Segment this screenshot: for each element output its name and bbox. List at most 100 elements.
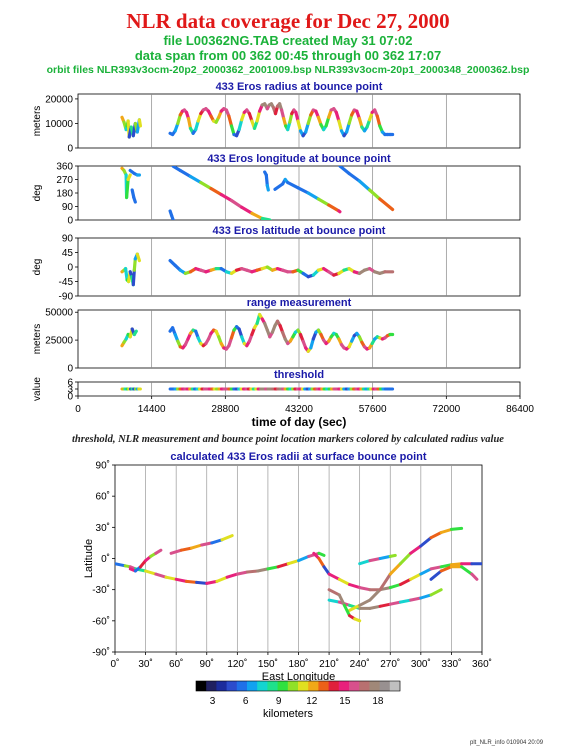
track-series-segment <box>429 565 443 571</box>
track-series-segment <box>419 593 433 600</box>
panel-title: threshold <box>274 369 324 381</box>
data-series-segment <box>137 118 142 128</box>
track-series-segment <box>348 583 362 590</box>
data-series-segment <box>357 179 372 192</box>
y-tick-label: 25000 <box>45 336 73 347</box>
data-series-segment <box>132 195 137 204</box>
track-series-segment <box>327 598 341 604</box>
x-tick-label: 300˚ <box>411 658 431 670</box>
latitude-panel <box>75 237 521 297</box>
x-axis-label: East Longitude <box>262 671 335 683</box>
x-tick-label: 14400 <box>138 404 166 415</box>
track-series-segment <box>439 565 453 573</box>
y-tick-label: 270 <box>56 175 73 186</box>
track-series-segment <box>220 534 234 542</box>
track-series-segment <box>276 562 290 569</box>
y-tick-label: 0 <box>67 216 73 227</box>
colorbar-swatch <box>247 681 258 691</box>
data-series-segment <box>264 173 269 188</box>
y-tick-label: 180 <box>56 189 73 200</box>
data-series-segment <box>237 118 244 132</box>
data-series-segment <box>199 180 213 191</box>
y-tick-label: 0 <box>67 364 73 375</box>
track-series-segment <box>398 598 413 604</box>
x-tick-label: 30˚ <box>138 658 152 670</box>
x-tick-label: 120˚ <box>227 658 247 670</box>
track-series-segment <box>378 602 392 608</box>
orbit-files-info: orbit files NLR393v3ocm-20p2_2000362_200… <box>46 64 530 76</box>
data-series-segment <box>306 191 320 201</box>
y-tick-label: 20000 <box>45 94 73 105</box>
track-series-segment <box>195 580 209 585</box>
y-axis-label: deg <box>32 259 43 276</box>
data-series-segment <box>375 114 382 128</box>
colorbar-swatch <box>318 681 329 691</box>
panel-title: 433 Eros latitude at bounce point <box>213 225 386 237</box>
track-series-segment <box>429 569 443 581</box>
track-series-segment <box>388 553 397 558</box>
x-tick-label: 330˚ <box>441 658 461 670</box>
data-series-segment <box>188 174 203 185</box>
track-series-segment <box>337 593 346 607</box>
data-series-segment <box>255 109 262 123</box>
track-series-segment <box>317 551 326 557</box>
data-layer <box>115 526 482 623</box>
data-series-segment <box>250 211 264 220</box>
y-tick-label: -60˚ <box>92 615 110 627</box>
colorbar-swatch <box>328 681 340 691</box>
data-series-segment <box>296 119 303 133</box>
x-axis-label: time of day (sec) <box>252 415 347 429</box>
track-series-segment <box>378 554 392 560</box>
track-series-segment <box>378 572 392 592</box>
colorbar-swatch <box>206 681 217 691</box>
track-series-segment <box>327 572 341 581</box>
track-series-segment <box>460 565 474 576</box>
track-series-segment <box>409 572 423 581</box>
colorbar-swatch <box>379 681 391 691</box>
track-series-segment <box>200 541 214 547</box>
track-series-segment <box>409 596 423 602</box>
track-series-segment <box>368 588 382 602</box>
colorbar-swatch <box>338 681 350 691</box>
track-series-segment <box>358 598 372 607</box>
colorbar-tick-label: 6 <box>243 696 249 707</box>
track-series-segment <box>388 600 402 606</box>
track-series-segment <box>398 551 413 566</box>
data-series-segment <box>316 197 331 207</box>
colorbar-tick-label: 12 <box>306 696 318 707</box>
colorbar-swatch <box>257 681 268 691</box>
data-layer <box>120 102 395 139</box>
x-tick-label: 240˚ <box>350 658 370 670</box>
track-series-segment <box>154 572 168 579</box>
panel-title: calculated 433 Eros radii at surface bou… <box>170 451 426 463</box>
data-series-segment <box>260 216 272 220</box>
colorbar-label: kilometers <box>263 708 314 720</box>
track-series-segment <box>439 563 453 569</box>
range-panel <box>75 309 521 369</box>
x-tick-label: 0 <box>75 404 81 415</box>
data-series-segment <box>219 192 234 203</box>
radius-panel <box>75 93 521 149</box>
track-series-segment <box>388 562 402 576</box>
y-tick-label: 10000 <box>45 119 73 130</box>
track-series-segment <box>246 569 260 574</box>
data-series-segment <box>347 171 361 183</box>
track-series-segment <box>358 586 372 592</box>
track-series-segment <box>368 557 382 563</box>
y-tick-label: -90 <box>59 292 74 303</box>
data-layer <box>120 166 395 220</box>
colorbar-swatch <box>236 681 248 691</box>
data-series-segment <box>170 213 175 220</box>
y-tick-label: -90˚ <box>92 647 110 659</box>
y-tick-label: 30˚ <box>96 522 110 534</box>
surface-map-panel <box>112 464 483 655</box>
track-series-segment <box>348 603 362 612</box>
x-tick-label: 72000 <box>432 404 460 415</box>
data-series-segment <box>124 177 130 200</box>
y-axis-label: meters <box>32 106 43 137</box>
colorbar-swatch <box>196 681 207 691</box>
panel-title: range measurement <box>247 297 352 309</box>
y-tick-label: -45 <box>59 277 74 288</box>
y-tick-label: 45 <box>62 248 74 259</box>
track-series-segment <box>449 562 464 567</box>
